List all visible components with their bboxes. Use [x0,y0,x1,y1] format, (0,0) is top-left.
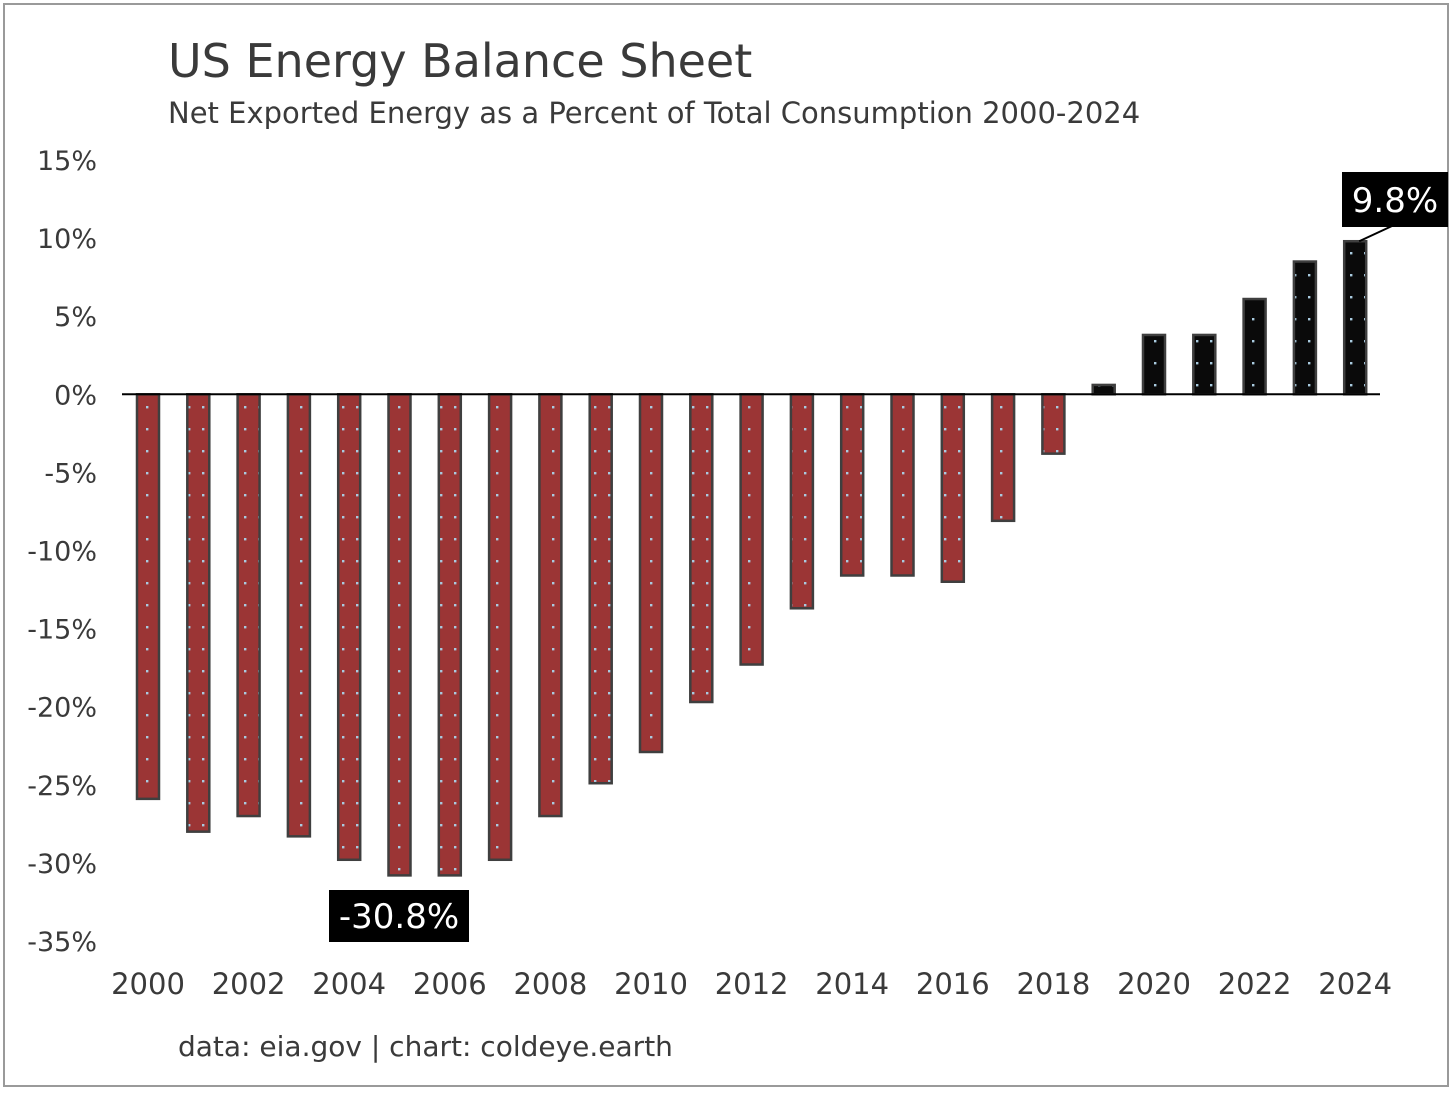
bar-2008 [538,393,563,818]
y-tick-label: -25% [27,771,97,802]
x-tick-label: 2006 [413,967,487,1001]
bar-2001 [186,393,211,833]
y-tick-label: 5% [54,302,97,333]
callout-min-box [329,890,469,942]
bar-2019 [1091,383,1116,396]
callout-min: -30.8% [329,890,469,942]
bar-2020 [1141,333,1167,396]
bar-2015 [890,393,915,577]
y-tick-label: 10% [37,224,97,255]
x-tick-label: 2020 [1117,967,1191,1001]
x-tick-label: 2024 [1318,967,1392,1001]
bar-2002 [236,393,261,818]
bar-2003 [286,393,312,838]
bar-2009 [588,393,613,785]
callout-max-label: 9.8% [1352,181,1438,221]
bar-2000 [135,393,161,801]
bar-2024 [1342,239,1368,396]
y-tick-label: -30% [27,849,97,880]
x-tick-label: 2002 [212,967,286,1001]
bar-2018 [1041,393,1066,455]
x-tick-label: 2000 [111,967,185,1001]
bar-2016 [940,393,966,583]
chart-title: US Energy Balance Sheet [168,34,753,88]
callout-max-leader [1358,225,1393,243]
y-tick-label: 15% [37,146,97,177]
y-tick-label: -35% [27,927,97,958]
y-tick-label: -20% [27,693,97,724]
x-tick-label: 2016 [916,967,990,1001]
x-tick-label: 2012 [715,967,789,1001]
bar-2006 [437,393,463,877]
x-tick-label: 2014 [815,967,889,1001]
bar-2004 [336,393,362,862]
bar-2013 [789,393,815,610]
callout-max: 9.8% [1342,172,1448,243]
callout-min-label: -30.8% [339,897,459,937]
x-tick-label: 2022 [1218,967,1292,1001]
y-tick-label: 0% [54,380,97,411]
y-tick-label: -5% [44,458,97,489]
bar-2011 [689,393,714,704]
bar-2010 [638,393,664,754]
bar-2007 [487,393,513,862]
x-tick-label: 2004 [312,967,386,1001]
bar-2022 [1242,297,1267,396]
chart-subtitle: Net Exported Energy as a Percent of Tota… [168,96,1141,130]
bar-2014 [839,393,865,577]
x-tick-label: 2010 [614,967,688,1001]
bar-2017 [990,393,1016,523]
bar-2021 [1192,333,1217,396]
bar-2012 [739,393,764,666]
bar-2005 [387,393,412,877]
chart-source-credit: data: eia.gov | chart: coldeye.earth [178,1030,673,1063]
y-tick-label: -10% [27,537,97,568]
bar-2023 [1292,260,1318,396]
y-tick-label: -15% [27,615,97,646]
callout-max-box [1342,172,1448,227]
x-tick-label: 2008 [513,967,587,1001]
x-tick-label: 2018 [1016,967,1090,1001]
